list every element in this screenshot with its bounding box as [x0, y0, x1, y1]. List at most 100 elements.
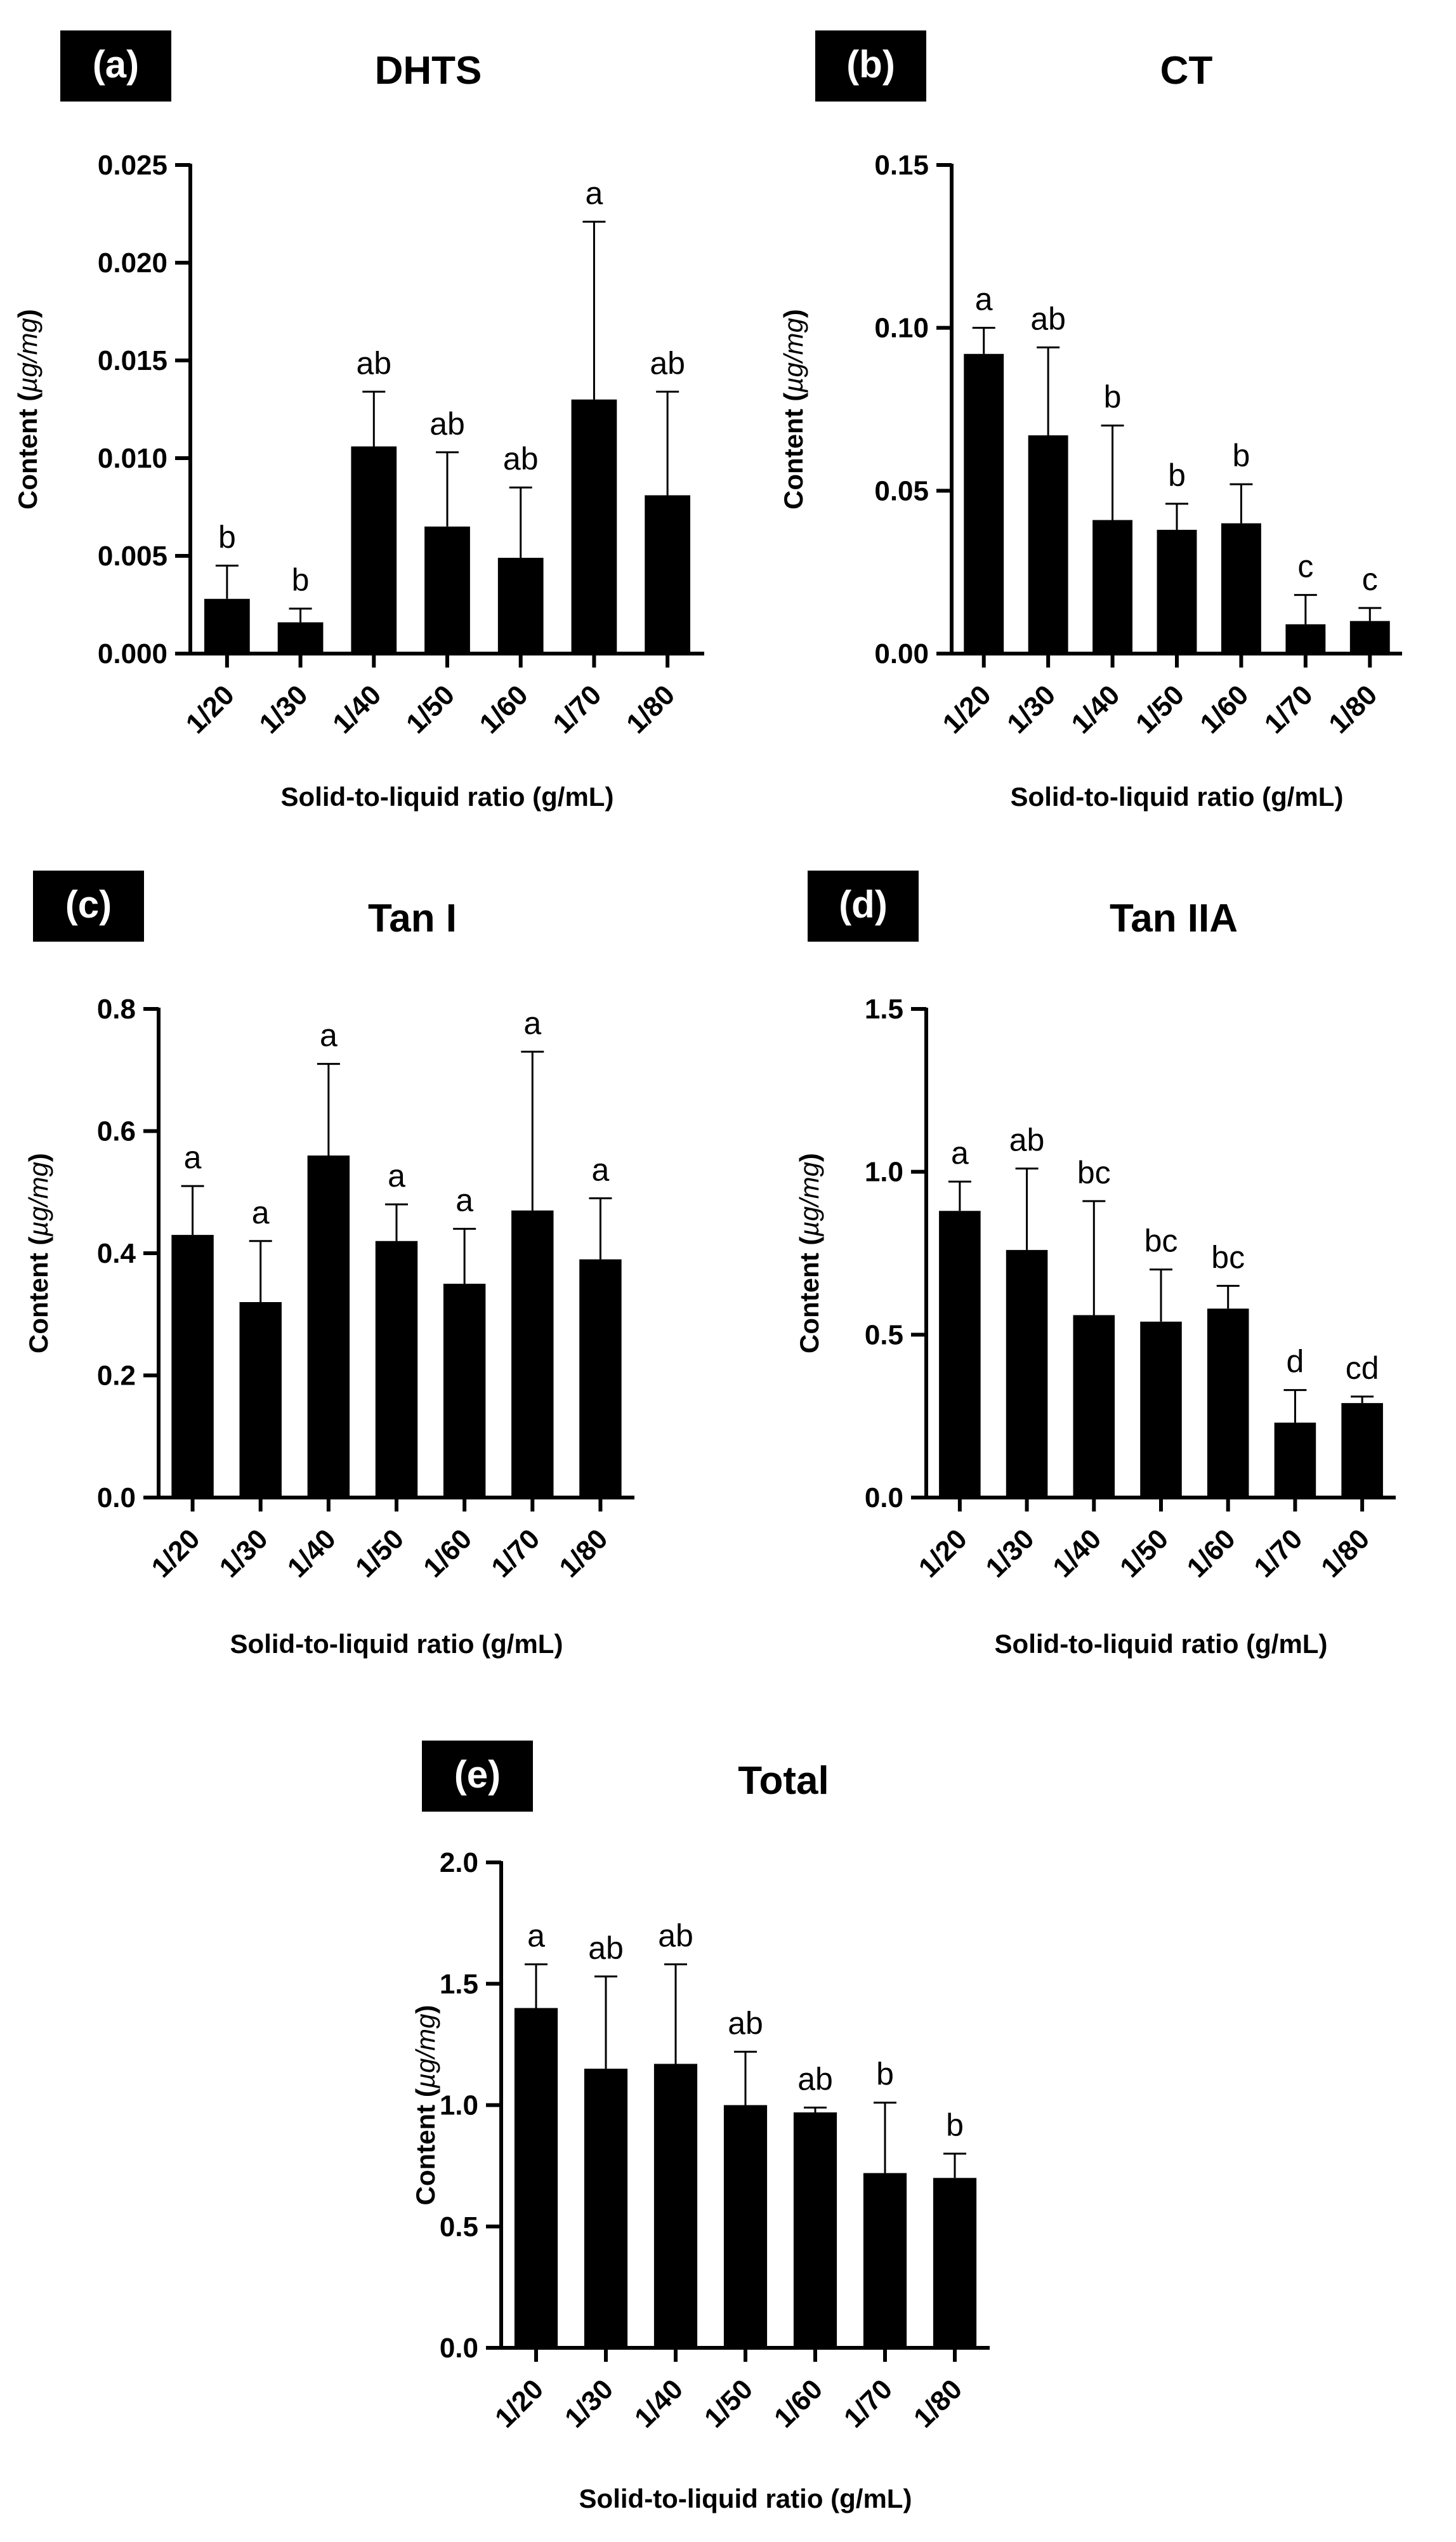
x-tick-label: 1/60: [1194, 679, 1254, 739]
significance-letter: a: [184, 1140, 202, 1175]
significance-letter: b: [1104, 379, 1122, 415]
x-axis-label: Solid-to-liquid ratio (g/mL): [230, 1629, 563, 1659]
x-tick-label: 1/30: [980, 1523, 1040, 1583]
significance-letter: c: [1297, 549, 1313, 584]
significance-letter: cd: [1346, 1350, 1379, 1386]
x-tick-label: 1/40: [1065, 679, 1125, 739]
x-tick-label: 1/70: [485, 1523, 546, 1583]
x-tick-label: 1/70: [1248, 1523, 1308, 1583]
bar: [939, 1211, 981, 1498]
panel-label-box: [60, 30, 171, 102]
y-tick-label: 1.5: [865, 994, 903, 1025]
x-tick-label: 1/70: [547, 679, 607, 739]
bar: [511, 1210, 554, 1498]
bar: [239, 1302, 282, 1498]
y-tick-label: 0.015: [98, 345, 167, 376]
y-axis-label-unit: µg/mg: [794, 1162, 824, 1237]
bar: [375, 1241, 418, 1498]
y-tick-label: 1.0: [865, 1157, 903, 1188]
y-tick-label: 0.00: [874, 638, 929, 669]
significance-letter: bc: [1077, 1155, 1111, 1190]
significance-letter: bc: [1211, 1239, 1245, 1275]
bar: [307, 1156, 350, 1498]
y-tick-label: 0.6: [97, 1116, 136, 1147]
x-tick-label: 1/40: [327, 679, 387, 739]
y-axis-label-unit: µg/mg: [23, 1162, 53, 1237]
significance-letter: a: [388, 1158, 405, 1194]
x-tick-label: 1/60: [417, 1523, 478, 1583]
y-axis-label-suffix: ): [778, 309, 808, 318]
y-axis-label-suffix: ): [410, 2005, 440, 2014]
panel-label: (c): [65, 883, 112, 926]
panel-label: (e): [454, 1753, 501, 1796]
bar: [351, 446, 397, 654]
bar: [964, 353, 1004, 654]
significance-letter: ab: [1009, 1123, 1045, 1158]
y-tick-label: 0.5: [440, 2211, 478, 2242]
significance-letter: ab: [797, 2061, 833, 2097]
chart-panel-e: (e) Total Content (µg/mg) Solid-to-liquid r…: [410, 1741, 990, 2513]
y-axis-label: Content (µg/mg): [410, 2005, 440, 2206]
x-tick-label: 1/20: [145, 1523, 206, 1583]
y-tick-label: 0.4: [97, 1238, 136, 1269]
x-tick-label: 1/50: [1130, 679, 1190, 739]
chart-panel-d: (d) Tan IIA Content (µg/mg) Solid-to-liquid…: [794, 871, 1396, 1659]
significance-letter: b: [218, 519, 236, 555]
bar: [1157, 529, 1197, 654]
y-tick-label: 0.000: [98, 638, 167, 669]
x-tick-label: 1/80: [1323, 679, 1383, 739]
x-tick-label: 1/50: [400, 679, 461, 739]
x-axis-label: Solid-to-liquid ratio (g/mL): [579, 2484, 912, 2513]
x-axis-label: Solid-to-liquid ratio (g/mL): [995, 1629, 1328, 1659]
significance-letter: c: [1362, 562, 1378, 597]
significance-letter: d: [1287, 1344, 1304, 1380]
bar: [793, 2112, 837, 2348]
y-axis-label-prefix: Content (: [23, 1237, 53, 1353]
significance-letter: ab: [728, 2005, 763, 2041]
y-axis-label-suffix: ): [794, 1153, 824, 1162]
x-tick-label: 1/20: [489, 2373, 549, 2433]
y-axis-label: Content (µg/mg): [778, 309, 808, 510]
panel-label: (b): [846, 43, 895, 86]
bar: [653, 2064, 698, 2348]
y-tick-label: 0.020: [98, 247, 167, 279]
x-tick-label: 1/80: [908, 2373, 968, 2433]
x-tick-label: 1/50: [350, 1523, 410, 1583]
x-tick-label: 1/40: [1047, 1523, 1107, 1583]
significance-letter: b: [1233, 438, 1250, 473]
y-tick-label: 2.0: [440, 1847, 478, 1878]
chart-title: Tan IIA: [1110, 897, 1238, 940]
x-tick-label: 1/30: [1001, 679, 1061, 739]
bar: [1349, 621, 1390, 654]
x-tick-label: 1/30: [559, 2373, 619, 2433]
y-tick-label: 1.0: [440, 2090, 478, 2121]
bar: [277, 622, 324, 654]
y-axis-label: Content (µg/mg): [23, 1153, 53, 1353]
significance-letter: b: [876, 2057, 894, 2092]
y-axis-label-prefix: Content (: [13, 393, 43, 510]
panel-label-box: [808, 871, 919, 942]
bar: [1073, 1315, 1115, 1498]
bar: [584, 2069, 628, 2348]
x-tick-label: 1/30: [253, 679, 313, 739]
bar: [1207, 1308, 1249, 1498]
significance-letter: a: [523, 1005, 541, 1041]
bar: [1221, 523, 1261, 654]
bar: [204, 598, 250, 654]
bar: [1028, 435, 1068, 654]
significance-letter: a: [320, 1018, 338, 1053]
significance-letter: ab: [1030, 301, 1066, 336]
y-tick-label: 0.05: [874, 475, 929, 506]
bar: [171, 1235, 214, 1498]
y-tick-label: 0.2: [97, 1360, 136, 1392]
x-axis-label: Solid-to-liquid ratio (g/mL): [281, 782, 614, 812]
significance-letter: b: [1168, 458, 1186, 493]
chart-panel-a: (a) DHTS Content (µg/mg) Solid-to-liquid ra…: [13, 30, 704, 812]
x-tick-label: 1/60: [1181, 1523, 1242, 1583]
panel-label-box: [33, 871, 144, 942]
x-tick-label: 1/70: [838, 2373, 898, 2433]
significance-letter: a: [252, 1195, 270, 1230]
bar: [514, 2008, 558, 2348]
chart-title: Total: [738, 1759, 829, 1803]
bar: [723, 2105, 768, 2348]
